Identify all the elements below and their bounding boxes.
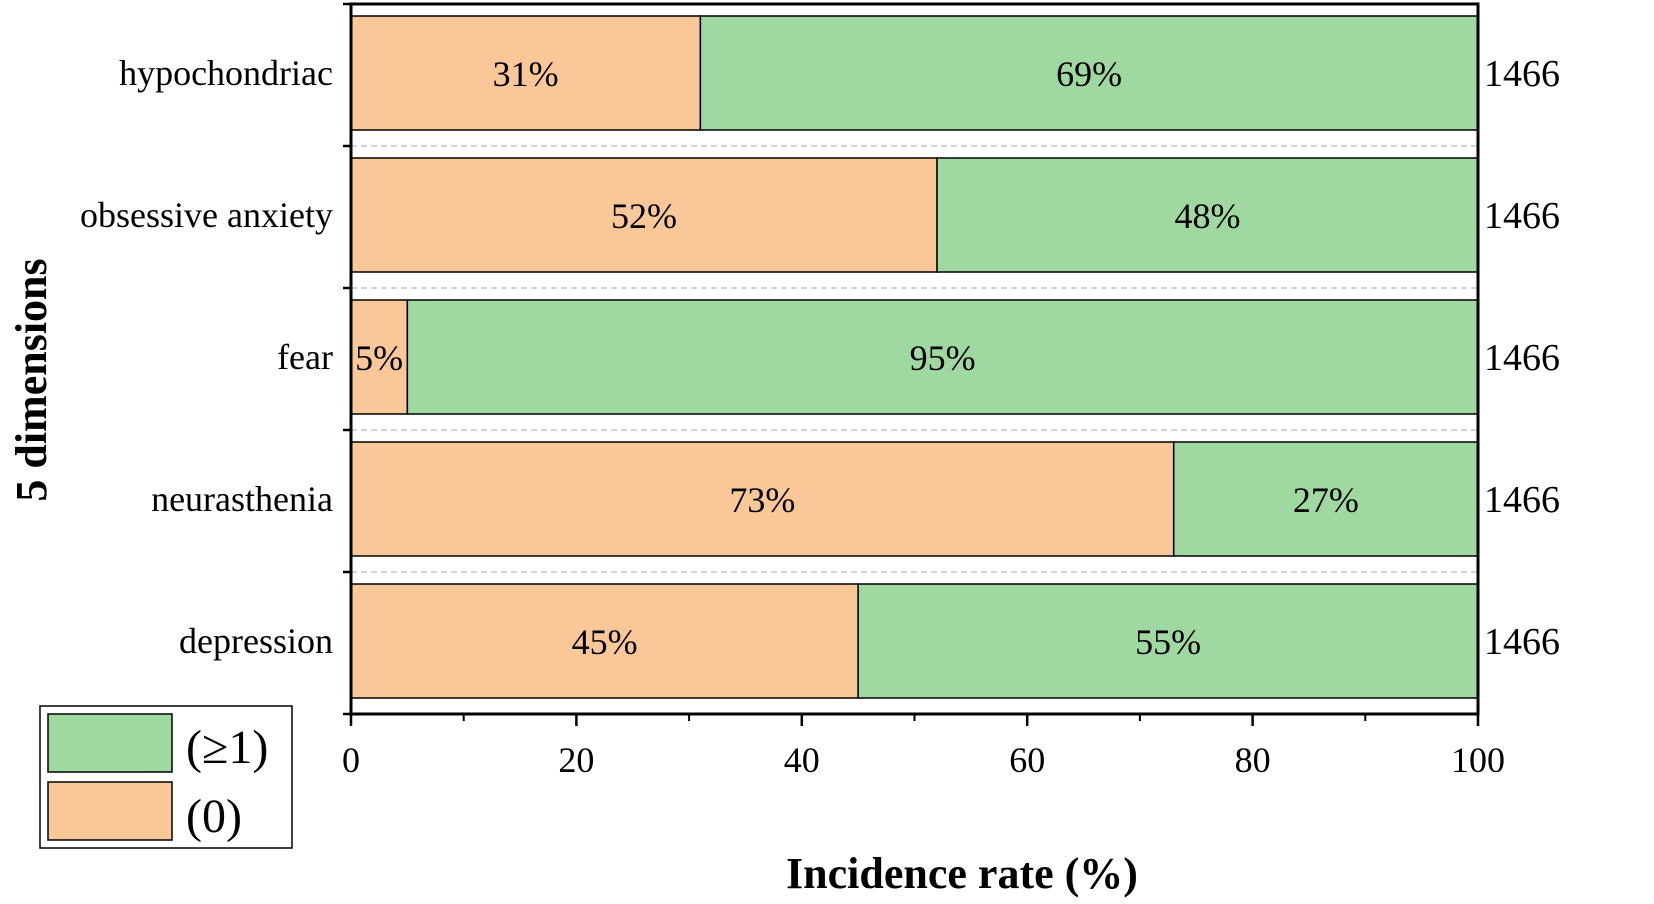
legend-label-zero: (0) — [186, 790, 242, 843]
x-tick-label: 40 — [784, 740, 820, 780]
bar-segment-ge1 — [699, 15, 1479, 131]
data-label: 55% — [1135, 622, 1201, 662]
data-label: 73% — [729, 480, 795, 520]
bar-segment-ge1 — [406, 299, 1479, 415]
data-label: 69% — [1056, 54, 1122, 94]
count-label: 1466 — [1484, 621, 1560, 663]
x-tick-label: 0 — [342, 740, 360, 780]
bar-segment-ge1 — [857, 583, 1479, 699]
category-label: neurasthenia — [151, 479, 333, 519]
data-label: 31% — [493, 54, 559, 94]
category-label: depression — [179, 621, 333, 661]
count-label: 1466 — [1484, 337, 1560, 379]
x-tick-label: 80 — [1235, 740, 1271, 780]
legend: (≥1) (0) — [39, 705, 293, 849]
y-axis-title: 5 dimensions — [7, 258, 56, 501]
x-tick-label: 100 — [1451, 740, 1505, 780]
data-label: 45% — [572, 622, 638, 662]
data-label: 95% — [910, 338, 976, 378]
bar-segment-zero — [350, 157, 938, 273]
x-tick-label: 60 — [1009, 740, 1045, 780]
count-label: 1466 — [1484, 479, 1560, 521]
data-label: 52% — [611, 196, 677, 236]
x-axis-title: Incidence rate (%) — [786, 849, 1138, 898]
bar-segment-ge1 — [1172, 441, 1479, 557]
data-label: 27% — [1293, 480, 1359, 520]
category-label: fear — [277, 337, 333, 377]
count-label: 1466 — [1484, 195, 1560, 237]
category-label: obsessive anxiety — [80, 195, 333, 235]
data-label: 5% — [355, 338, 403, 378]
category-label: hypochondriac — [119, 53, 333, 93]
legend-swatch-ge1 — [47, 713, 173, 773]
bar-segment-ge1 — [936, 157, 1479, 273]
chart-labels: Incidence rate (%) 5 dimensions 31% 69% hy… — [7, 53, 1560, 898]
x-tick-label: 20 — [558, 740, 594, 780]
count-label: 1466 — [1484, 53, 1560, 95]
data-label: 48% — [1175, 196, 1241, 236]
legend-swatch-zero — [47, 781, 173, 841]
legend-label-ge1: (≥1) — [186, 721, 268, 774]
bar-segment-zero — [350, 15, 702, 131]
plot-area — [343, 2, 1480, 726]
bar-segment-zero — [350, 583, 859, 699]
